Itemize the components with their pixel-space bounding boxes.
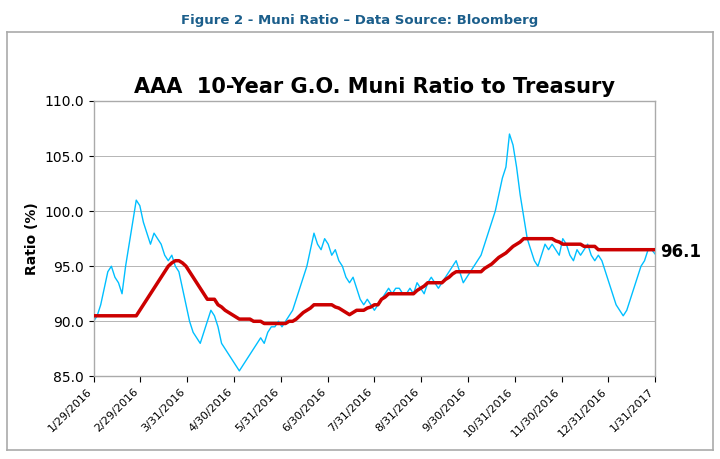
Y-axis label: Ratio (%): Ratio (%) — [24, 202, 39, 275]
Text: Figure 2 - Muni Ratio – Data Source: Bloomberg: Figure 2 - Muni Ratio – Data Source: Blo… — [181, 14, 539, 27]
Text: 96.1: 96.1 — [660, 243, 701, 261]
Title: AAA  10-Year G.O. Muni Ratio to Treasury: AAA 10-Year G.O. Muni Ratio to Treasury — [134, 77, 615, 97]
